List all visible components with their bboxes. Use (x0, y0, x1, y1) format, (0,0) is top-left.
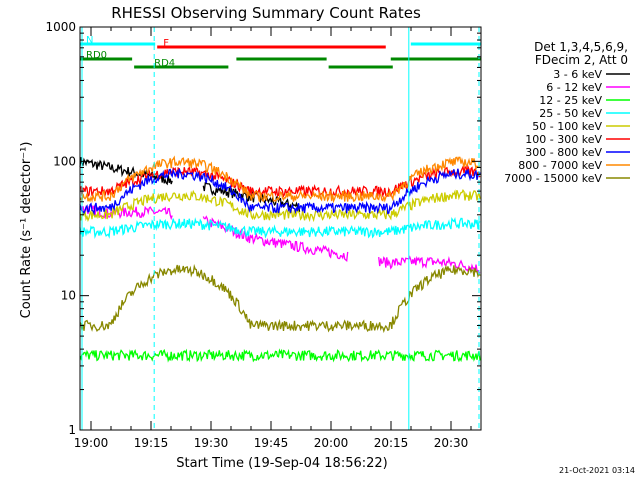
flag-label-3: RD4 (154, 58, 175, 69)
series-2 (79, 348, 481, 363)
plot-frame (79, 26, 482, 431)
flag-label-1: F (163, 38, 169, 49)
x-tick-label: 19:00 (74, 436, 109, 450)
flag-label-0: N (86, 35, 93, 46)
series-6-segment (79, 167, 481, 216)
legend-label-0: 3 - 6 keV (553, 68, 602, 81)
series-7-segment (79, 155, 480, 204)
series-3 (79, 216, 481, 240)
series-2-segment (79, 348, 481, 363)
legend-label-7: 800 - 7000 keV (518, 159, 602, 172)
series-0-segment (202, 182, 301, 213)
series-4-segment (79, 189, 481, 223)
series-1-segment (378, 255, 481, 274)
series-4 (79, 189, 481, 223)
series-5-segment (79, 164, 481, 199)
y-tick-label: 1 (68, 423, 76, 437)
y-tick-label: 10 (61, 289, 76, 303)
series-7 (79, 155, 480, 204)
series-8-segment (79, 263, 481, 334)
y-axis-label: Count Rate (s⁻¹ detector⁻¹) (19, 142, 34, 319)
x-tick-label: 20:15 (374, 436, 409, 450)
series-3-segment (79, 216, 481, 240)
y-tick-label: 1000 (45, 20, 76, 34)
legend-label-1: 6 - 12 keV (546, 81, 602, 94)
chart-title: RHESSI Observing Summary Count Rates (111, 4, 421, 22)
legend-label-4: 50 - 100 keV (532, 120, 602, 133)
x-tick-label: 20:00 (314, 436, 349, 450)
legend-label-6: 300 - 800 keV (525, 146, 602, 159)
legend-label-3: 25 - 50 keV (539, 107, 602, 120)
x-tick-label: 19:30 (194, 436, 229, 450)
series-8 (79, 263, 481, 334)
y-tick-label: 100 (53, 154, 76, 168)
legend-label-2: 12 - 25 keV (539, 94, 602, 107)
x-tick-label: 19:15 (134, 436, 169, 450)
x-tick-label: 20:30 (434, 436, 469, 450)
plot-area: N F RD0 RD4 1 10 100 1000 19:00 19:15 19:30 19:45 20… (45, 20, 482, 450)
x-axis-label: Start Time (19-Sep-04 18:56:22) (176, 456, 387, 471)
series-5 (79, 164, 481, 199)
legend-label-8: 7000 - 15000 keV (504, 172, 602, 185)
legend-header-2: FDecim 2, Att 0 (535, 53, 628, 67)
series-6 (79, 167, 481, 216)
timestamp: 21-Oct-2021 03:14 (559, 466, 635, 475)
series-1-segment (202, 215, 349, 262)
legend-header-1: Det 1,3,4,5,6,9, (534, 40, 628, 54)
series-1 (79, 205, 481, 274)
x-tick-label: 19:45 (254, 436, 289, 450)
series-1-segment (79, 205, 173, 221)
legend-label-5: 100 - 300 keV (525, 133, 602, 146)
flag-label-2: RD0 (86, 50, 107, 61)
